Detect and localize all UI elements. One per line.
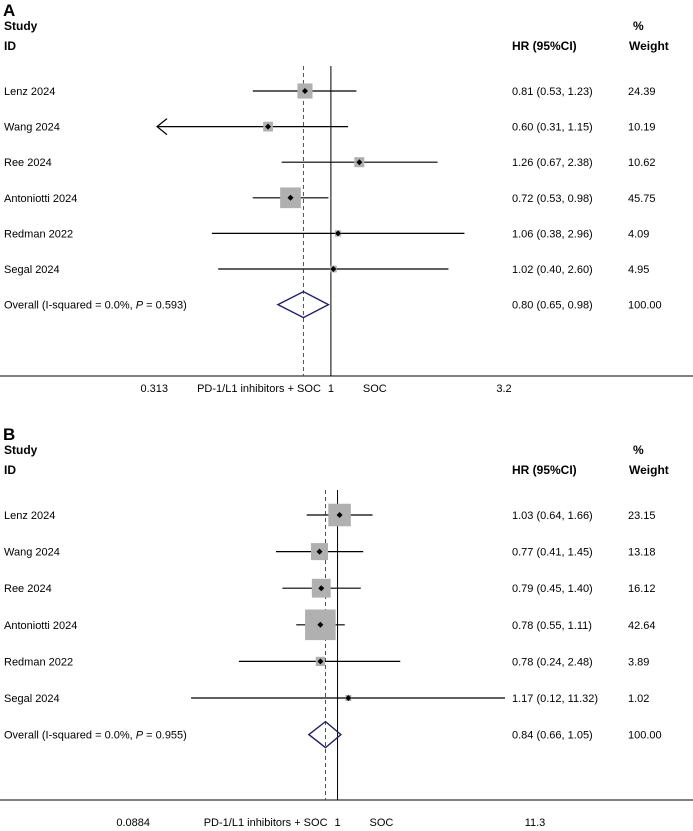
study-name: Redman 2022 — [4, 228, 73, 240]
right-favours-label: SOC — [363, 383, 387, 395]
study-name: Ree 2024 — [4, 157, 52, 169]
study-hr-ci: 0.78 (0.55, 1.11) — [512, 620, 592, 632]
point-estimate — [265, 123, 272, 130]
study-name: Lenz 2024 — [4, 510, 55, 522]
header-weight: Weight — [629, 463, 669, 477]
study-weight: 23.15 — [628, 510, 656, 522]
study-row: Ree 2024 1.26 (0.67, 2.38) 10.62 — [4, 157, 656, 169]
header-id: ID — [4, 39, 16, 53]
point-estimate — [301, 88, 308, 94]
header-hr: HR (95%CI) — [512, 463, 577, 477]
study-hr-ci: 0.77 (0.41, 1.45) — [512, 547, 593, 559]
study-hr-ci: 0.81 (0.53, 1.23) — [512, 86, 593, 98]
overall-weight: 100.00 — [628, 730, 662, 742]
study-name: Wang 2024 — [4, 547, 60, 559]
study-row: Segal 2024 1.17 (0.12, 11.32) 1.02 — [4, 693, 649, 705]
header-weight: Weight — [629, 39, 669, 53]
header-study: Study — [4, 443, 38, 457]
tick-min-label: 0.0884 — [116, 817, 150, 829]
study-weight: 10.19 — [628, 122, 656, 134]
study-hr-ci: 1.17 (0.12, 11.32) — [512, 693, 598, 705]
study-name: Wang 2024 — [4, 122, 60, 134]
study-weight: 16.12 — [628, 583, 656, 595]
study-row: Redman 2022 1.06 (0.38, 2.96) 4.09 — [4, 228, 649, 240]
study-name: Segal 2024 — [4, 264, 60, 276]
study-hr-ci: 0.72 (0.53, 0.98) — [512, 193, 593, 205]
study-hr-ci: 0.60 (0.31, 1.15) — [512, 122, 593, 134]
study-row: Wang 2024 0.60 (0.31, 1.15) 10.19 — [4, 118, 656, 136]
study-weight: 45.75 — [628, 193, 656, 205]
study-name: Antoniotti 2024 — [4, 620, 77, 632]
study-weight: 42.64 — [628, 620, 656, 632]
overall-diamond — [276, 290, 330, 319]
overall-row: Overall (I-squared = 0.0%, P = 0.593) 0.8… — [4, 290, 662, 319]
tick-one-label: 1 — [334, 817, 340, 829]
overall-weight: 100.00 — [628, 300, 662, 312]
study-weight: 4.09 — [628, 228, 649, 240]
panel-label: B — [3, 425, 15, 444]
study-row: Redman 2022 0.78 (0.24, 2.48) 3.89 — [4, 656, 649, 668]
point-estimate — [287, 194, 294, 201]
point-estimate — [335, 230, 342, 237]
study-row: Antoniotti 2024 0.78 (0.55, 1.11) 42.64 — [4, 609, 656, 641]
left-favours-label: PD-1/L1 inhibitors + SOC — [197, 383, 321, 395]
panel-label: A — [3, 1, 15, 20]
study-name: Antoniotti 2024 — [4, 193, 77, 205]
study-row: Segal 2024 1.02 (0.40, 2.60) 4.95 — [4, 264, 649, 276]
point-estimate — [356, 159, 363, 166]
left-favours-label: PD-1/L1 inhibitors + SOC — [204, 817, 328, 829]
tick-one-label: 1 — [328, 383, 334, 395]
header-id: ID — [4, 463, 16, 477]
point-estimate — [336, 512, 343, 518]
point-estimate — [345, 695, 352, 701]
study-row: Lenz 2024 1.03 (0.64, 1.66) 23.15 — [4, 503, 656, 527]
tick-max-label: 3.2 — [496, 383, 511, 395]
point-estimate — [317, 621, 324, 628]
point-estimate — [316, 548, 323, 555]
header-study: Study — [4, 19, 38, 33]
study-hr-ci: 1.06 (0.38, 2.96) — [512, 228, 593, 240]
overall-label: Overall (I-squared = 0.0%, P = 0.955) — [4, 730, 187, 742]
study-name: Ree 2024 — [4, 583, 52, 595]
study-weight: 1.02 — [628, 693, 649, 705]
point-estimate — [330, 266, 337, 272]
study-row: Lenz 2024 0.81 (0.53, 1.23) 24.39 — [4, 83, 656, 99]
right-favours-label: SOC — [370, 817, 394, 829]
overall-hr-ci: 0.84 (0.66, 1.05) — [512, 730, 593, 742]
study-name: Lenz 2024 — [4, 86, 55, 98]
overall-diamond — [307, 720, 342, 749]
point-estimate — [318, 585, 325, 592]
study-name: Segal 2024 — [4, 693, 60, 705]
tick-max-label: 11.3 — [525, 817, 546, 829]
study-hr-ci: 1.02 (0.40, 2.60) — [512, 264, 593, 276]
study-hr-ci: 0.79 (0.45, 1.40) — [512, 583, 593, 595]
study-weight: 10.62 — [628, 157, 656, 169]
study-hr-ci: 1.26 (0.67, 2.38) — [512, 157, 593, 169]
header-hr: HR (95%CI) — [512, 39, 577, 53]
header-percent: % — [633, 19, 644, 33]
study-row: Antoniotti 2024 0.72 (0.53, 0.98) 45.75 — [4, 187, 656, 209]
study-name: Redman 2022 — [4, 656, 73, 668]
study-weight: 4.95 — [628, 264, 649, 276]
study-hr-ci: 0.78 (0.24, 2.48) — [512, 656, 593, 668]
study-weight: 24.39 — [628, 86, 656, 98]
overall-row: Overall (I-squared = 0.0%, P = 0.955) 0.8… — [4, 720, 662, 749]
header-percent: % — [633, 443, 644, 457]
study-weight: 3.89 — [628, 656, 649, 668]
point-estimate — [317, 658, 324, 665]
study-row: Ree 2024 0.79 (0.45, 1.40) 16.12 — [4, 578, 656, 598]
tick-min-label: 0.313 — [140, 383, 168, 395]
study-weight: 13.18 — [628, 547, 656, 559]
overall-hr-ci: 0.80 (0.65, 0.98) — [512, 300, 593, 312]
study-hr-ci: 1.03 (0.64, 1.66) — [512, 510, 593, 522]
study-row: Wang 2024 0.77 (0.41, 1.45) 13.18 — [4, 543, 656, 561]
overall-label: Overall (I-squared = 0.0%, P = 0.593) — [4, 300, 187, 312]
